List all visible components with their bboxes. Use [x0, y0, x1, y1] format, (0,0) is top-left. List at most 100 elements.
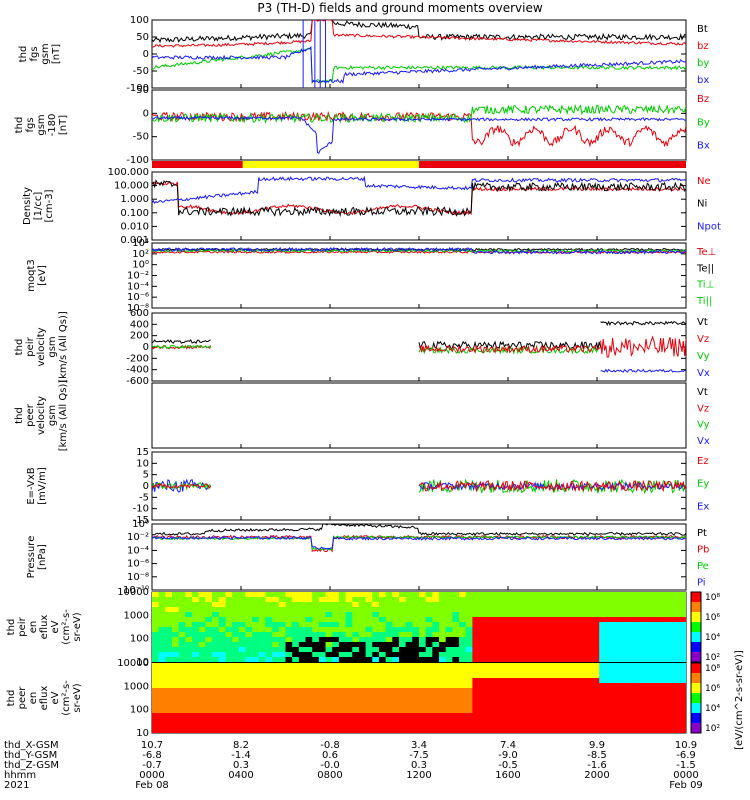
spectrogram-cell [338, 673, 347, 679]
spectrogram-cell [245, 673, 253, 679]
spectrogram-cell [679, 617, 686, 623]
spectrogram-cell [405, 597, 413, 603]
spectrogram-cell [452, 657, 460, 662]
panel-velocity_peer: thd peer velocity gsm [km/s (All Qs)] VtVzVyV… [14, 380, 710, 452]
spectrogram-cell [158, 703, 166, 709]
spectrogram-cell [318, 597, 327, 603]
spectrogram-cell [172, 602, 180, 608]
spectrogram-cell [185, 597, 193, 603]
spectrogram-cell [232, 602, 240, 608]
spectrogram-cell [459, 718, 467, 724]
spectrogram-cell [398, 602, 407, 608]
spectrogram-cell [559, 663, 567, 669]
spectrogram-cell [459, 693, 467, 699]
spectrogram-cell [192, 688, 200, 694]
spectrogram-cell [599, 673, 607, 679]
spectrogram-cell [392, 647, 400, 653]
spectrogram-cell [519, 713, 527, 719]
spectrogram-cell [405, 627, 413, 633]
time-row-label: 2021 [4, 780, 29, 791]
spectrogram-cell [645, 673, 654, 679]
spectrogram-cell [672, 673, 680, 679]
spectrogram-cell [285, 627, 293, 633]
spectrogram-cell [178, 688, 186, 694]
spectrogram-cell [338, 683, 347, 689]
spectrogram-cell [539, 622, 547, 628]
spectrogram-cell [645, 617, 654, 623]
spectrogram-cell [652, 632, 660, 638]
time-tick-value: 8.2 [233, 740, 249, 751]
spectrogram-cell [198, 602, 206, 608]
spectrogram-cell [645, 647, 654, 653]
spectrogram-cell [172, 703, 180, 709]
spectrogram-cell [652, 683, 660, 689]
spectrogram-cell [512, 602, 520, 608]
spectrogram-cell [485, 597, 493, 603]
spectrogram-cell [412, 678, 420, 684]
spectrogram-cell [305, 718, 313, 724]
spectrogram-cell [405, 728, 413, 733]
y-tick-label: 5 [143, 470, 149, 481]
spectrogram-cell [432, 673, 440, 679]
spectrogram-cell [178, 617, 186, 623]
spectrogram-cell [485, 637, 493, 643]
spectrogram-cell [445, 592, 453, 598]
spectrogram-cell [519, 657, 527, 662]
spectrogram-cell [272, 622, 280, 628]
spectrogram-cell [665, 647, 674, 653]
spectrogram-cell [252, 607, 260, 613]
time-axis: thd_X-GSMthd_Y-GSMthd_Z-GSMhhmm202110.7-… [4, 650, 745, 791]
spectrogram-cell [452, 693, 460, 699]
spectrogram-cell [592, 652, 600, 658]
spectrogram-cell [332, 652, 340, 658]
spectrogram-cell [592, 728, 600, 733]
spectrogram-cell [659, 718, 667, 724]
spectrogram-cell [565, 632, 574, 638]
spectrogram-cell [519, 637, 527, 643]
colorbar-tick-label: 10⁴ [705, 633, 720, 643]
spectrogram-cell [398, 617, 407, 623]
spectrogram-cell [272, 723, 280, 729]
spectrogram-cell [625, 617, 634, 623]
spectrogram-cell [252, 663, 260, 669]
spectrogram-cell [412, 642, 420, 648]
spectrogram-cell [505, 632, 513, 638]
spectrogram-cell [625, 607, 634, 613]
spectrogram-cell [499, 637, 507, 643]
spectrogram-cell [472, 668, 480, 674]
spectrogram-cell [619, 647, 627, 653]
spectrogram-cell [672, 647, 680, 653]
spectrogram-cell [325, 632, 333, 638]
spectrogram-cell [405, 652, 413, 658]
spectrogram-cell [178, 708, 186, 714]
spectrogram-cell [192, 683, 200, 689]
legend-Ni: Ni [697, 199, 707, 210]
spectrogram-cell [565, 723, 574, 729]
spectrogram-cell [212, 642, 220, 648]
y-axis-label: eflux [39, 615, 50, 640]
spectrogram-cell [192, 723, 200, 729]
spectrogram-cell [459, 703, 467, 709]
spectrogram-cell [318, 592, 327, 598]
spectrogram-cell [305, 652, 313, 658]
spectrogram-cell [272, 627, 280, 633]
spectrogram-cell [599, 612, 607, 618]
spectrogram-cell [465, 673, 473, 679]
spectrogram-cell [325, 627, 333, 633]
spectrogram-cell [565, 678, 574, 684]
spectrogram-cell [332, 592, 340, 598]
spectrogram-cell [378, 632, 387, 638]
spectrogram-cell [272, 703, 280, 709]
spectrogram-cell [405, 647, 413, 653]
spectrogram-cell [332, 718, 340, 724]
spectrogram-cell [298, 647, 307, 653]
spectrogram-cell [378, 673, 387, 679]
spectrogram-cell [158, 652, 166, 658]
spectrogram-cell [465, 708, 473, 714]
spectrogram-cell [185, 642, 193, 648]
spectrogram-cell [385, 673, 393, 679]
spectrogram-cell [365, 642, 373, 648]
spectrogram-cell [625, 597, 634, 603]
spectrogram-cell [545, 627, 553, 633]
spectrogram-cell [325, 647, 333, 653]
